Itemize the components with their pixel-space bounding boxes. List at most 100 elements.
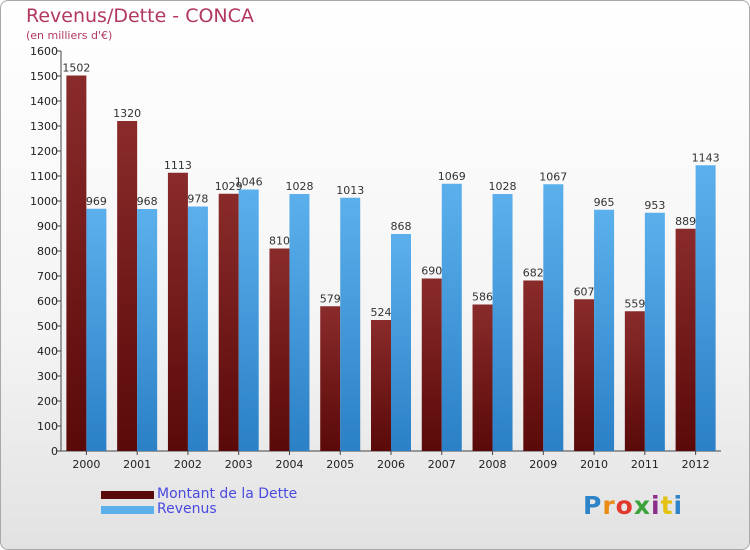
data-label-revenue: 965	[594, 196, 615, 209]
bar-revenue	[441, 183, 462, 451]
x-tick-label: 2011	[631, 458, 659, 471]
y-tick-label: 1500	[30, 70, 58, 83]
data-label-revenue: 968	[137, 195, 158, 208]
bar-revenue	[391, 234, 411, 451]
data-label-debt: 1320	[113, 107, 141, 120]
bar-debt	[66, 75, 87, 451]
x-tick-label: 2000	[72, 458, 100, 471]
chart-title: Revenus/Dette - CONCA	[26, 5, 254, 27]
logo-letter: t	[660, 491, 674, 520]
chart-subtitle: (en milliers d'€)	[26, 29, 113, 42]
legend-label-revenue: Revenus	[157, 501, 217, 517]
x-tick-label: 2006	[377, 458, 405, 471]
x-tick-label: 2010	[580, 458, 608, 471]
legend-swatch-debt	[101, 491, 154, 499]
x-tick-label: 2007	[428, 458, 456, 471]
y-tick-label: 600	[37, 295, 58, 308]
bar-revenue	[137, 209, 158, 451]
data-label-debt: 607	[574, 285, 595, 298]
x-tick-label: 2012	[682, 458, 710, 471]
x-tick-label: 2002	[174, 458, 202, 471]
bar-debt	[624, 311, 645, 451]
data-label-debt: 682	[523, 267, 544, 280]
x-tick-label: 2003	[225, 458, 253, 471]
y-tick-label: 300	[37, 370, 58, 383]
y-tick-label: 1400	[30, 95, 58, 108]
x-tick-label: 2009	[529, 458, 557, 471]
bar-revenue	[86, 208, 107, 451]
logo-letter: i	[673, 491, 684, 520]
y-tick-label: 1100	[30, 170, 58, 183]
y-tick-label: 700	[37, 270, 58, 283]
y-tick-label: 0	[51, 445, 58, 458]
logo-letter: P	[583, 491, 603, 520]
data-label-debt: 1029	[215, 180, 243, 193]
bar-revenue	[644, 212, 665, 451]
y-tick-label: 1000	[30, 195, 58, 208]
data-label-revenue: 1143	[692, 151, 720, 164]
data-label-debt: 810	[269, 235, 290, 248]
data-label-revenue: 978	[187, 193, 208, 206]
x-tick-label: 2005	[326, 458, 354, 471]
chart-bars	[66, 75, 716, 451]
bar-debt	[421, 278, 442, 451]
data-label-debt: 1502	[62, 62, 90, 75]
data-label-revenue: 1028	[489, 180, 517, 193]
data-label-debt: 889	[675, 215, 696, 228]
bar-revenue	[695, 165, 716, 451]
data-label-debt: 586	[472, 291, 493, 304]
y-tick-label: 200	[37, 395, 58, 408]
x-tick-label: 2004	[275, 458, 303, 471]
bar-revenue	[543, 184, 564, 451]
bar-revenue	[289, 194, 310, 451]
x-tick-label: 2008	[479, 458, 507, 471]
bar-debt	[574, 299, 595, 451]
legend-label-debt: Montant de la Dette	[157, 486, 298, 502]
bar-revenue	[594, 209, 615, 451]
bar-debt	[167, 172, 188, 451]
x-tick-label: 2001	[123, 458, 151, 471]
bar-debt	[675, 228, 696, 451]
data-label-debt: 524	[371, 306, 392, 319]
data-label-revenue: 868	[391, 220, 412, 233]
data-label-revenue: 1028	[285, 180, 313, 193]
data-label-revenue: 1069	[438, 170, 466, 183]
bar-debt	[218, 193, 239, 451]
logo-letter: o	[615, 491, 634, 520]
proxiti-logo: Proxiti	[583, 491, 683, 520]
data-label-revenue: 953	[644, 199, 665, 212]
legend-swatch-revenue	[101, 506, 154, 514]
bar-debt	[371, 320, 391, 451]
bar-revenue	[187, 206, 208, 451]
bar-debt	[523, 280, 544, 451]
data-label-revenue: 1046	[235, 176, 263, 189]
y-tick-label: 800	[37, 245, 58, 258]
bar-debt	[269, 248, 290, 451]
data-label-debt: 559	[624, 297, 645, 310]
bar-debt	[320, 306, 341, 451]
y-tick-label: 1200	[30, 145, 58, 158]
y-tick-label: 400	[37, 345, 58, 358]
bar-revenue	[340, 197, 361, 451]
data-label-debt: 579	[320, 292, 341, 305]
y-tick-label: 500	[37, 320, 58, 333]
y-tick-label: 1600	[30, 45, 58, 58]
y-tick-label: 1300	[30, 120, 58, 133]
bar-revenue	[238, 189, 259, 451]
bar-debt	[117, 121, 138, 451]
data-label-debt: 690	[421, 265, 442, 278]
bar-revenue	[492, 194, 513, 451]
logo-letter: r	[602, 491, 616, 520]
y-tick-label: 900	[37, 220, 58, 233]
data-label-revenue: 969	[86, 195, 107, 208]
data-label-revenue: 1013	[336, 184, 364, 197]
logo-letter: x	[633, 491, 651, 520]
data-label-debt: 1113	[164, 159, 192, 172]
y-tick-label: 100	[37, 420, 58, 433]
logo-letter: i	[651, 491, 661, 520]
data-label-revenue: 1067	[539, 170, 567, 183]
bar-debt	[472, 304, 493, 451]
